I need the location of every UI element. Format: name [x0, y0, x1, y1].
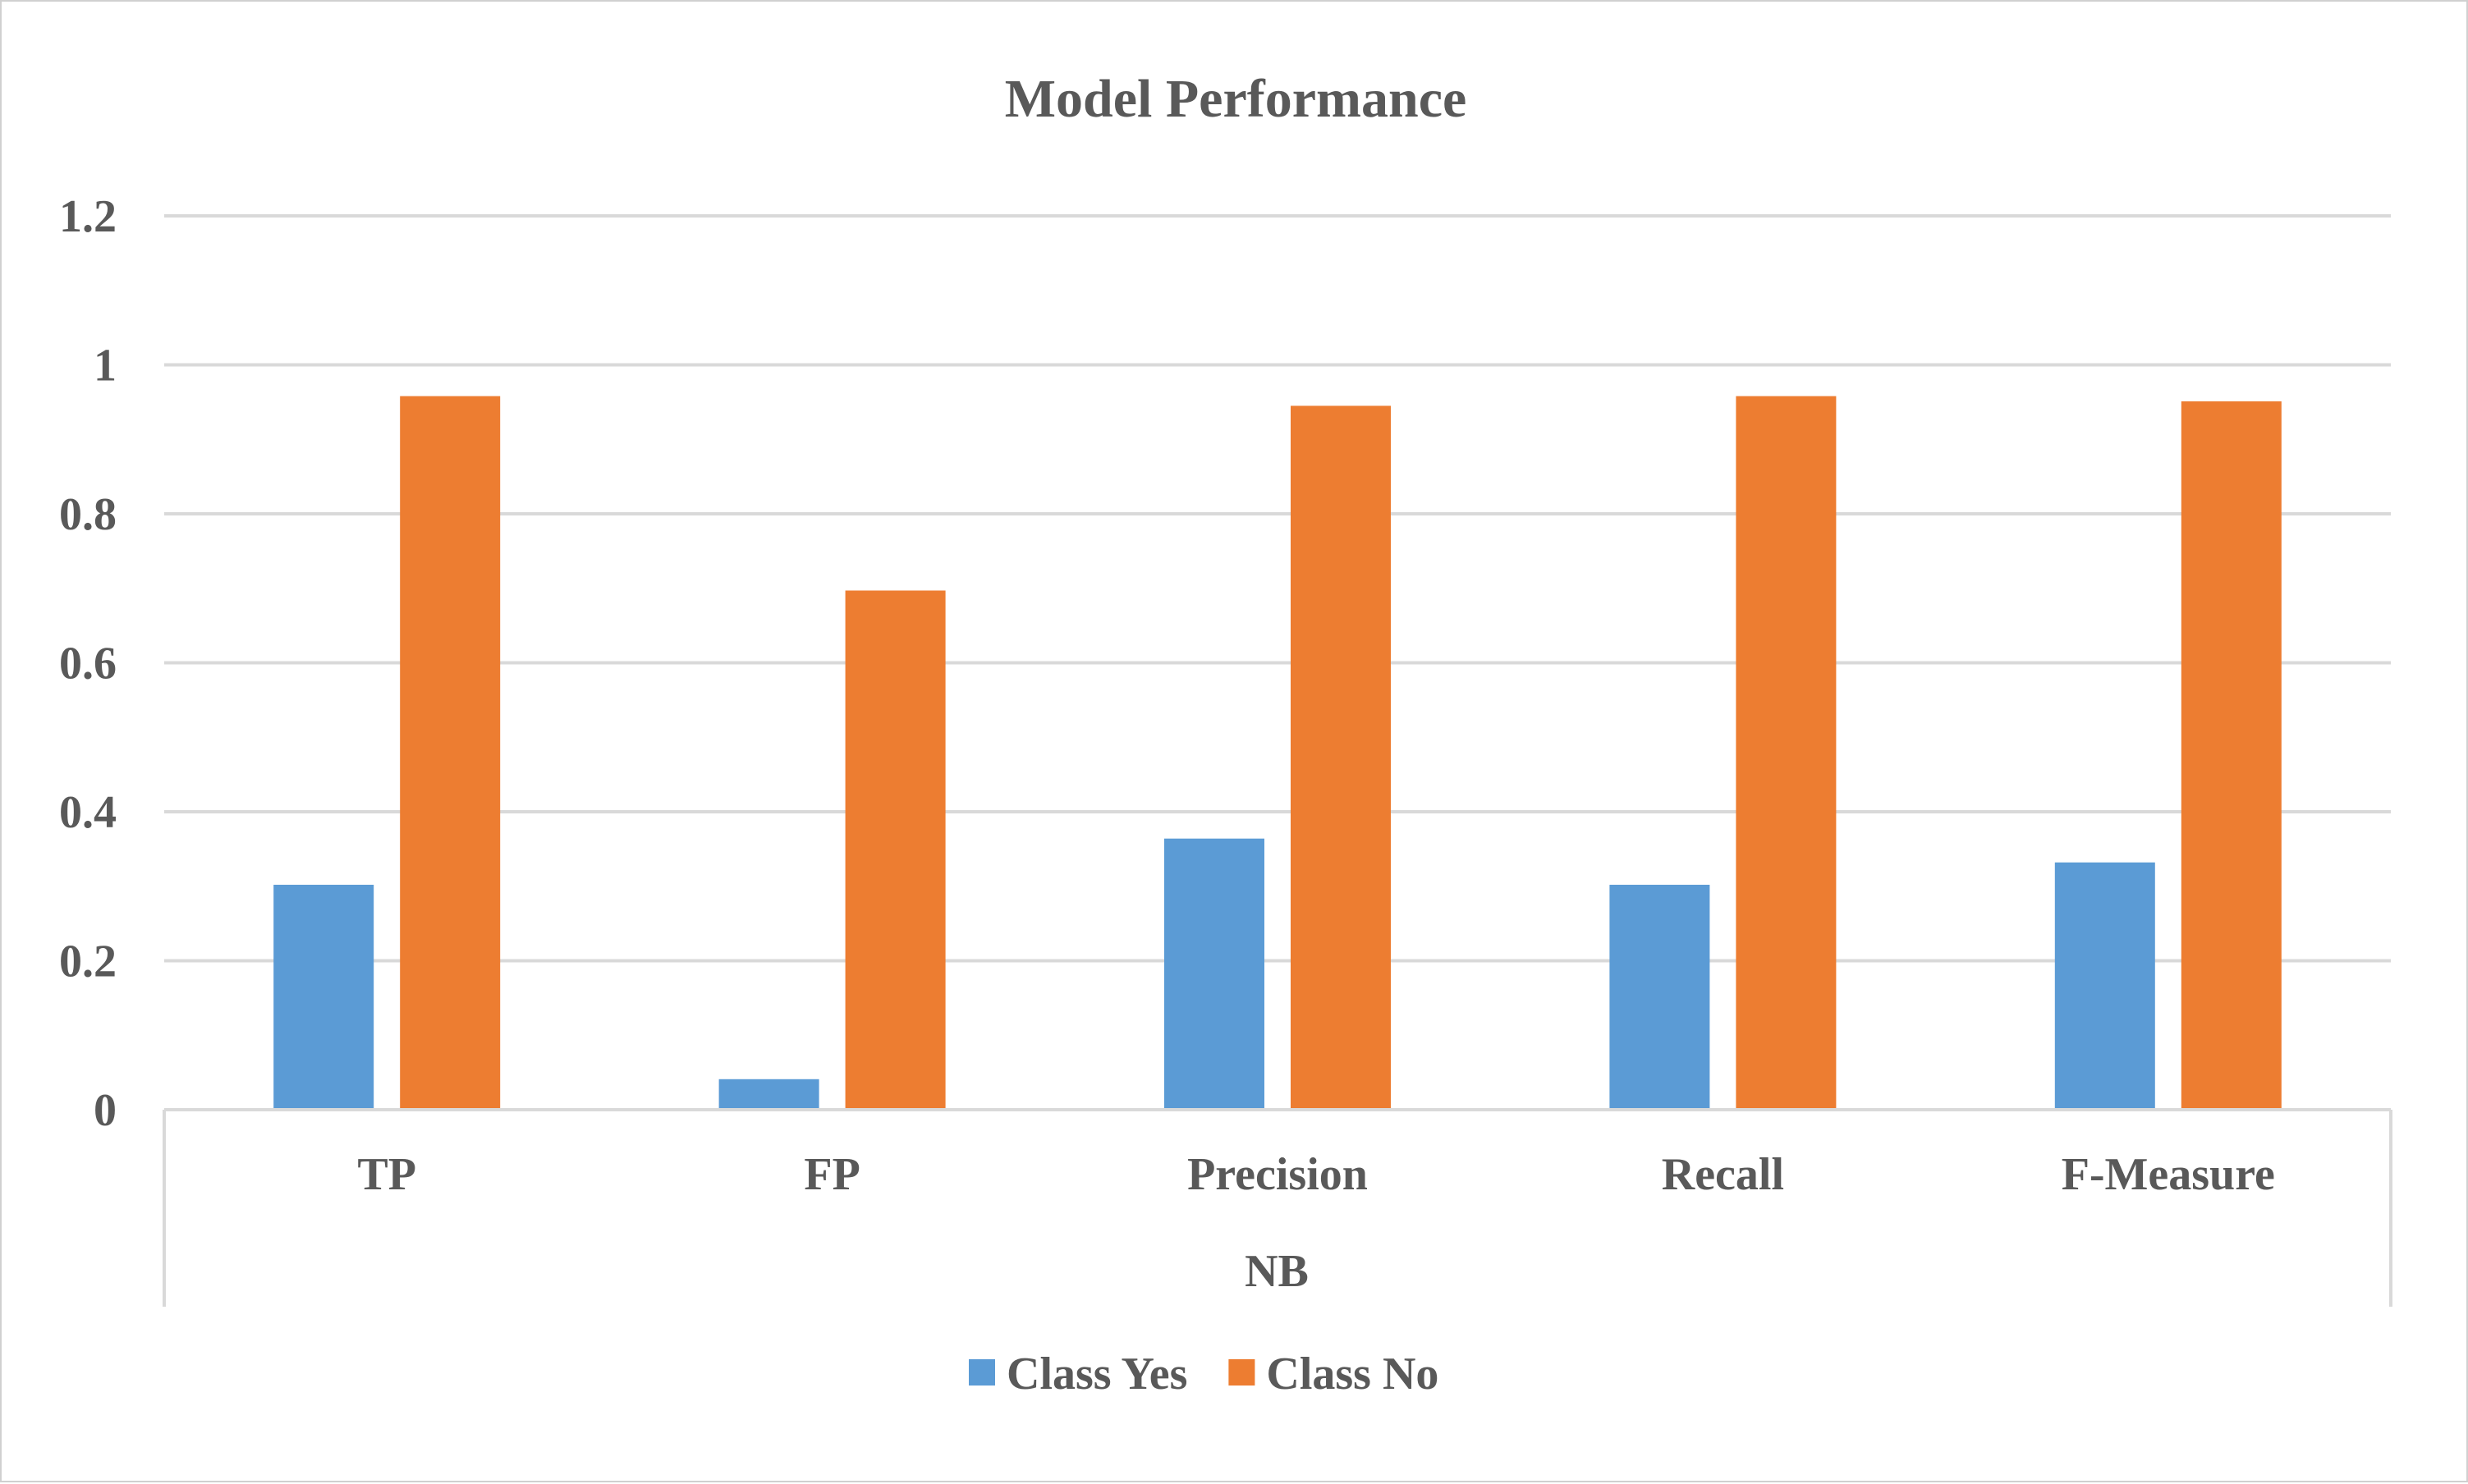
- y-tick-label: 1.2: [59, 191, 117, 242]
- y-axis-tick-labels: 0 0.2 0.4 0.6 0.8 1 1.2: [59, 191, 117, 1136]
- x-category-label: FP: [804, 1149, 860, 1200]
- y-tick-label: 0.4: [59, 787, 117, 838]
- x-axis: [163, 1108, 2392, 1307]
- legend-item: Class Yes: [969, 1349, 1187, 1399]
- legend-item: Class No: [1228, 1349, 1438, 1399]
- x-axis-category-labels: TP FP Precision Recall F-Measure: [357, 1149, 2274, 1200]
- bar-class-no-tp: [400, 396, 501, 1110]
- bar-class-yes-f-measure: [2054, 862, 2155, 1110]
- chart-title: Model Performance: [1005, 69, 1467, 129]
- bars: [273, 396, 2282, 1111]
- x-category-label: TP: [357, 1149, 416, 1200]
- bar-class-yes-recall: [1609, 884, 1710, 1110]
- bar-class-no-f-measure: [2181, 401, 2282, 1110]
- x-category-label: Precision: [1187, 1149, 1368, 1200]
- bar-class-no-fp: [845, 590, 946, 1110]
- legend-swatch: [1228, 1359, 1255, 1386]
- x-category-label: Recall: [1662, 1149, 1784, 1200]
- x-axis-group-label: NB: [1245, 1246, 1309, 1297]
- bar-class-no-recall: [1736, 396, 1837, 1110]
- y-tick-label: 0: [94, 1085, 117, 1136]
- bar-class-yes-tp: [273, 884, 374, 1110]
- bar-class-yes-fp: [718, 1079, 819, 1110]
- legend-swatch: [969, 1359, 995, 1386]
- y-tick-label: 0.8: [59, 489, 117, 540]
- y-tick-label: 1: [94, 341, 117, 392]
- legend: Class Yes Class No: [969, 1349, 1438, 1399]
- y-tick-label: 0.2: [59, 937, 117, 987]
- legend-label: Class No: [1266, 1349, 1438, 1399]
- x-category-label: F-Measure: [2062, 1149, 2275, 1200]
- legend-label: Class Yes: [1007, 1349, 1187, 1399]
- gridlines: [164, 214, 2391, 963]
- bar-class-yes-precision: [1164, 838, 1264, 1110]
- bar-class-no-precision: [1291, 405, 1391, 1111]
- y-tick-label: 0.6: [59, 639, 117, 689]
